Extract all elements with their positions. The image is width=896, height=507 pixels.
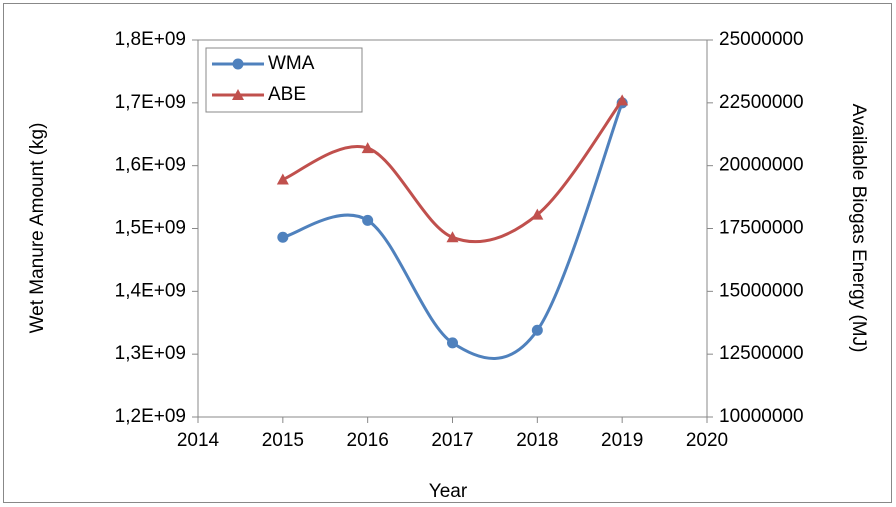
marker	[531, 208, 544, 220]
legend-marker	[232, 58, 244, 70]
x-tick-label: 2019	[601, 430, 643, 451]
x-tick-label: 2014	[177, 430, 220, 451]
marker	[446, 231, 459, 243]
legend-marker	[232, 89, 244, 100]
y-tick-label: 1,8E+09	[115, 29, 186, 50]
x-tick-label: 2017	[431, 430, 473, 451]
y-tick-label: 1,5E+09	[115, 218, 186, 239]
legend-box	[205, 47, 363, 113]
x-tick-label: 2018	[516, 430, 558, 451]
y-tick-label: 1,7E+09	[115, 92, 186, 113]
y2-tick-label: 17500000	[719, 218, 804, 239]
legend-label: ABE	[268, 84, 306, 105]
y-tick-label: 1,6E+09	[115, 155, 186, 176]
y2-axis-title: Available Biogas Energy (MJ)	[848, 104, 869, 353]
y-tick-label: 1,3E+09	[115, 343, 186, 364]
y-axis-title: Wet Manure Amount (kg)	[27, 123, 48, 334]
marker	[277, 231, 289, 243]
chart-border	[3, 3, 892, 503]
marker	[362, 214, 374, 226]
y2-tick-label: 20000000	[719, 155, 804, 176]
marker	[361, 142, 374, 154]
x-tick-label: 2020	[686, 430, 728, 451]
marker	[447, 337, 458, 349]
x-axis-title: Year	[429, 481, 468, 502]
marker	[531, 324, 543, 336]
legend-label: WMA	[268, 53, 315, 74]
y-tick-label: 1,2E+09	[115, 406, 186, 427]
y-tick-label: 1,4E+09	[115, 280, 186, 301]
x-tick-label: 2016	[347, 430, 389, 451]
x-tick-label: 2015	[262, 430, 304, 451]
marker	[616, 94, 629, 106]
y2-tick-label: 12500000	[719, 343, 804, 364]
y2-tick-label: 25000000	[719, 29, 804, 50]
y2-tick-label: 15000000	[719, 280, 804, 301]
y2-tick-label: 22500000	[719, 92, 804, 113]
y2-tick-label: 10000000	[719, 406, 804, 427]
marker	[276, 173, 289, 185]
